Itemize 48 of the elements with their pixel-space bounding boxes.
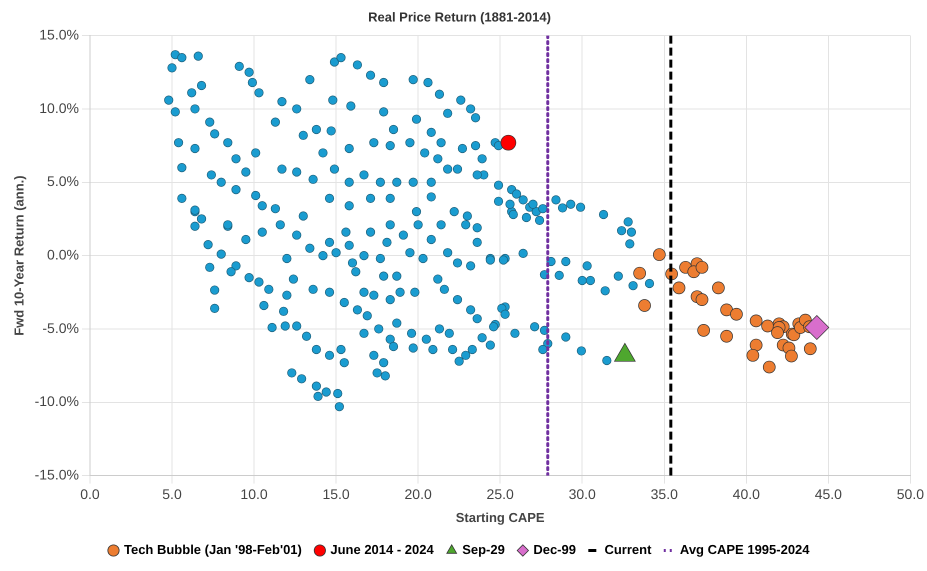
- legend-label: Sep-29: [462, 542, 505, 558]
- point: [750, 338, 762, 352]
- y-tick-label: -15.0%: [34, 466, 79, 482]
- point: [730, 308, 743, 321]
- x-tick-label: 30.0: [568, 486, 596, 502]
- x-axis-title: Starting CAPE: [456, 510, 545, 525]
- x-tick-label: 40.0: [732, 486, 760, 502]
- y-tick-label: 10.0%: [39, 100, 79, 116]
- x-tick-label: 15.0: [322, 486, 350, 502]
- point: [804, 315, 830, 340]
- y-axis-title: Fwd 10-Year Return (ann.): [11, 175, 26, 336]
- y-tick-label: 5.0%: [47, 173, 79, 190]
- point: [696, 293, 708, 306]
- y-tick-label: 15.0%: [39, 26, 79, 42]
- point: [712, 282, 725, 294]
- y-tick-label: -10.0%: [34, 393, 79, 410]
- point: [720, 304, 733, 316]
- point: [633, 266, 646, 280]
- point: [771, 326, 784, 339]
- x-tick-label: 20.0: [404, 486, 432, 502]
- point: [697, 324, 710, 337]
- legend-label: Avg CAPE 1995-2024: [680, 542, 810, 558]
- point: [672, 282, 686, 294]
- x-tick-label: 0.0: [80, 486, 100, 502]
- point: [638, 299, 651, 312]
- legend-label: Current: [604, 542, 652, 558]
- point: [804, 342, 817, 356]
- y-tick-label: -5.0%: [42, 320, 79, 336]
- x-tick-label: 25.0: [486, 486, 514, 502]
- x-tick-label: 35.0: [650, 486, 678, 502]
- point: [500, 134, 516, 151]
- chart-title: Real Price Return (1881-2014): [368, 9, 551, 24]
- point: [761, 320, 774, 332]
- x-tick-label: 5.0: [162, 486, 182, 502]
- y-tick-label: 0.0%: [47, 246, 79, 262]
- legend-label: June 2014 - 2024: [330, 542, 434, 558]
- point: [750, 314, 762, 328]
- legend-label: Dec-99: [533, 542, 576, 558]
- x-tick-label: 50.0: [896, 486, 924, 502]
- x-tick-label: 10.0: [240, 486, 268, 502]
- point: [696, 260, 708, 274]
- legend-label: Tech Bubble (Jan '98-Feb'01): [124, 542, 302, 558]
- point: [762, 360, 776, 374]
- point: [652, 248, 666, 261]
- point: [720, 330, 733, 343]
- point: [746, 348, 760, 362]
- point: [785, 350, 798, 362]
- x-tick-label: 45.0: [814, 486, 842, 502]
